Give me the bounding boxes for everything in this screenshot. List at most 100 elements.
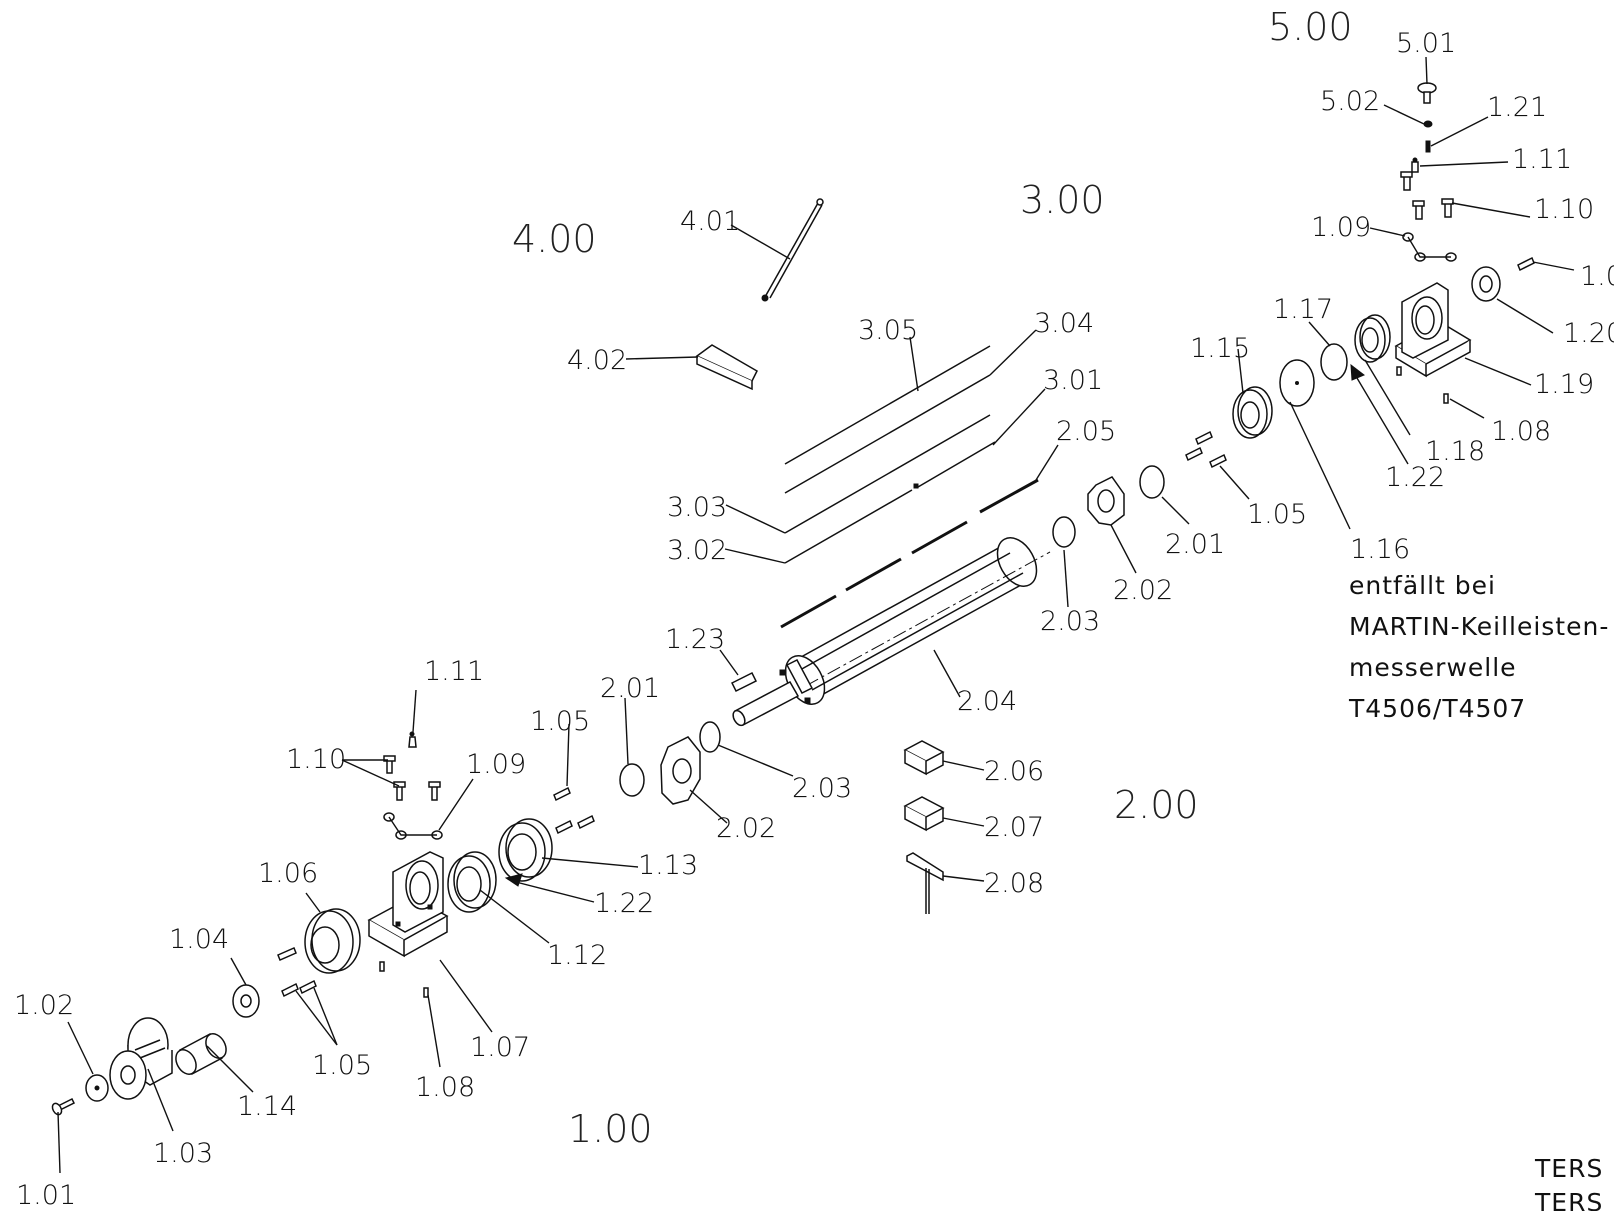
note-line-1: entfällt bei bbox=[1349, 571, 1496, 600]
washer-1-02 bbox=[85, 1074, 109, 1102]
pulley-1-03 bbox=[109, 1017, 173, 1100]
callout-1-13: 1.13 bbox=[638, 850, 698, 881]
callout-1-06: 1.06 bbox=[258, 858, 318, 889]
corner-text-line-1: TERS bbox=[1534, 1154, 1603, 1183]
callout-1-05-a: 1.05 bbox=[312, 1050, 372, 1081]
pins-1-08-right bbox=[1396, 366, 1449, 404]
note-line-3: messerwelle bbox=[1349, 653, 1517, 682]
callout-2-01-a: 2.01 bbox=[600, 673, 660, 704]
callout-2-03-b: 2.03 bbox=[1040, 606, 1100, 637]
callout-1-0-cut: 1.0 bbox=[1580, 261, 1614, 292]
callout-2-07: 2.07 bbox=[984, 812, 1044, 843]
grease-fittings-1-10-left bbox=[383, 755, 441, 801]
callout-5-02: 5.02 bbox=[1320, 86, 1380, 117]
cutterblock-2-04 bbox=[732, 537, 1051, 727]
washer-5-02 bbox=[1423, 120, 1433, 128]
bolt-1-0x bbox=[1517, 256, 1535, 272]
group-label-5: 5.00 bbox=[1268, 5, 1353, 49]
callout-1-02: 1.02 bbox=[14, 990, 74, 1021]
callout-1-18: 1.18 bbox=[1425, 436, 1485, 467]
gib-bars-3-xx bbox=[784, 345, 996, 564]
callout-1-09-b: 1.09 bbox=[1311, 212, 1371, 243]
circlip-2-01-left bbox=[619, 763, 645, 797]
note-line-4: T4506/T4507 bbox=[1348, 694, 1526, 723]
block-2-06 bbox=[903, 740, 945, 776]
note-line-2: MARTIN-Keilleisten- bbox=[1349, 612, 1609, 641]
callout-1-08-a: 1.08 bbox=[415, 1072, 475, 1103]
callout-2-02-a: 2.02 bbox=[716, 813, 776, 844]
callout-3-03: 3.03 bbox=[667, 492, 727, 523]
callout-1-23: 1.23 bbox=[665, 624, 725, 655]
callout-2-08: 2.08 bbox=[984, 868, 1044, 899]
sleeve-1-14 bbox=[175, 1032, 227, 1076]
corner-text-line-2: TERS bbox=[1534, 1188, 1603, 1211]
circlip-2-01-right bbox=[1139, 465, 1165, 499]
callout-1-16: 1.16 bbox=[1350, 534, 1410, 565]
bearing-housing-1-19 bbox=[1394, 282, 1472, 378]
callout-1-20: 1.20 bbox=[1563, 318, 1614, 349]
washers-1-09-right bbox=[1402, 232, 1457, 262]
callout-1-01: 1.01 bbox=[16, 1180, 76, 1211]
wrench-4-01 bbox=[761, 198, 824, 302]
ring-1-17 bbox=[1320, 343, 1348, 381]
bearing-1-18 bbox=[1354, 314, 1391, 363]
callout-1-08-b: 1.08 bbox=[1491, 416, 1551, 447]
bearing-cover-1-13 bbox=[498, 818, 553, 882]
pulley-1-20 bbox=[1471, 266, 1501, 302]
callout-2-02-b: 2.02 bbox=[1113, 575, 1173, 606]
callout-1-15: 1.15 bbox=[1190, 333, 1250, 364]
callout-1-19: 1.19 bbox=[1534, 369, 1594, 400]
callout-1-11-b: 1.11 bbox=[1512, 144, 1572, 175]
knife-strips-2-05 bbox=[780, 478, 1039, 629]
bearing-1-12 bbox=[447, 851, 497, 913]
bearing-housing-1-07 bbox=[367, 851, 449, 958]
ring-2-03-left bbox=[699, 721, 721, 753]
callout-3-01: 3.01 bbox=[1043, 365, 1103, 396]
callout-1-10-b: 1.10 bbox=[1534, 194, 1594, 225]
callout-1-03: 1.03 bbox=[153, 1138, 213, 1169]
part-1-21 bbox=[1425, 140, 1431, 153]
callout-2-05: 2.05 bbox=[1056, 416, 1116, 447]
callout-3-05: 3.05 bbox=[858, 315, 918, 346]
callout-1-12: 1.12 bbox=[547, 940, 607, 971]
group-label-1: 1.00 bbox=[568, 1107, 653, 1151]
callout-2-04: 2.04 bbox=[957, 686, 1017, 717]
callout-1-17: 1.17 bbox=[1273, 294, 1333, 325]
screws-1-05-left bbox=[277, 786, 595, 998]
callout-1-14: 1.14 bbox=[237, 1091, 297, 1122]
ring-1-04 bbox=[232, 984, 260, 1018]
shim-2-02-right bbox=[1087, 476, 1125, 526]
callout-1-05-c: 1.05 bbox=[1247, 499, 1307, 530]
callout-2-03-a: 2.03 bbox=[792, 773, 852, 804]
callout-1-22-b: 1.22 bbox=[1385, 462, 1445, 493]
grease-nipple-1-11-left bbox=[408, 731, 417, 748]
callout-2-01-b: 2.01 bbox=[1165, 529, 1225, 560]
callout-4-02: 4.02 bbox=[567, 345, 627, 376]
callout-1-09-a: 1.09 bbox=[466, 749, 526, 780]
grease-nipple-1-11-right bbox=[1411, 157, 1419, 173]
ring-2-03-right bbox=[1052, 516, 1076, 548]
callout-1-10-a: 1.10 bbox=[286, 744, 346, 775]
leader-lines bbox=[57, 56, 1575, 1174]
washers-1-09-left bbox=[383, 812, 443, 840]
callout-1-05-b: 1.05 bbox=[530, 706, 590, 737]
setting-block-4-02 bbox=[695, 344, 758, 391]
key-1-23 bbox=[730, 671, 758, 693]
screws-1-05-right bbox=[1185, 430, 1227, 469]
group-label-3: 3.00 bbox=[1020, 178, 1105, 222]
callout-labels: 1.01 1.02 1.03 1.04 1.14 1.06 1.05 1.05 … bbox=[14, 28, 1614, 1211]
callout-4-01: 4.01 bbox=[680, 206, 740, 237]
group-label-2: 2.00 bbox=[1114, 783, 1199, 827]
callout-3-04: 3.04 bbox=[1034, 308, 1094, 339]
callout-1-22-a: 1.22 bbox=[594, 888, 654, 919]
corner-text: TERS TERS bbox=[1534, 1154, 1603, 1211]
callout-2-06: 2.06 bbox=[984, 756, 1044, 787]
bearing-cover-1-15 bbox=[1232, 386, 1273, 439]
callout-1-11-a: 1.11 bbox=[424, 656, 484, 687]
grease-fittings-1-10-right bbox=[1400, 171, 1454, 220]
knob-5-01 bbox=[1417, 82, 1437, 104]
callout-1-04: 1.04 bbox=[169, 924, 229, 955]
group-label-4: 4.00 bbox=[512, 217, 597, 261]
note-block: entfällt bei MARTIN-Keilleisten- messerw… bbox=[1348, 571, 1609, 723]
